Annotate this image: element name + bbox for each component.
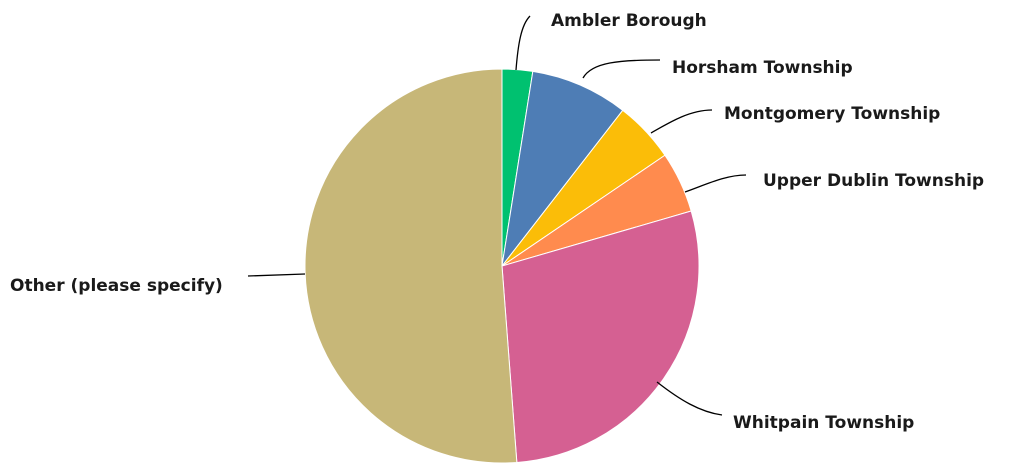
slice-labels: Ambler Borough Horsham Township Montgome… (10, 11, 984, 433)
pie-slice-other-please-specify (304, 68, 518, 464)
leader-line-montgomery-township (650, 109, 713, 134)
leader-line-horsham-township (582, 59, 661, 79)
slice-label-ambler-borough: Ambler Borough (551, 11, 707, 31)
slice-label-whitpain-township: Whitpain Township (733, 413, 914, 433)
slice-label-horsham-township: Horsham Township (672, 58, 853, 78)
pie-slice-whitpain-township (501, 210, 700, 463)
slice-label-upper-dublin-township: Upper Dublin Township (763, 171, 984, 191)
pie-slices (304, 68, 700, 464)
leader-line-upper-dublin-township (684, 174, 747, 193)
leader-line-other (247, 273, 306, 277)
pie-slice-horsham-township (501, 70, 624, 267)
slice-label-other: Other (please specify) (10, 276, 223, 296)
leader-line-ambler-borough (515, 15, 531, 71)
leader-line-whitpain-township (656, 381, 723, 416)
slice-label-montgomery-township: Montgomery Township (724, 104, 940, 124)
leader-lines (247, 15, 747, 416)
